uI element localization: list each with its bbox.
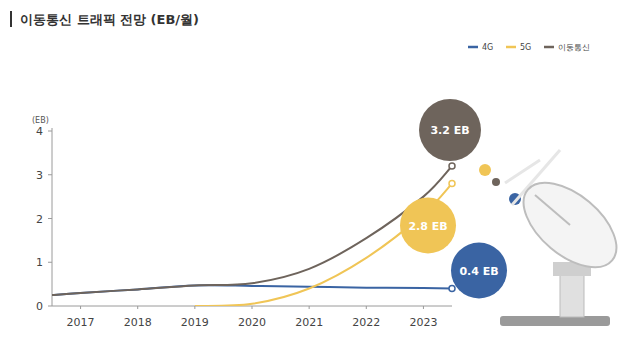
y-axis [52,128,53,306]
x-tick [423,306,424,309]
title: 이동통신 트래픽 전망 (EB/월) [20,12,199,27]
chart: 이동통신 트래픽 전망 (EB/월) (EB) 0 1 2 3 4 2017 2018 2019 2… [0,0,640,350]
legend-swatch [544,46,554,49]
annotation-bubble [451,243,507,299]
y-tick-label: 4 [36,125,43,138]
dish-stand [560,275,584,317]
legend-swatch [506,46,516,49]
legend-swatch [468,46,478,49]
dish-feed [535,195,570,225]
y-tick [48,174,52,175]
y-tick [48,131,52,132]
deco-dot [492,178,500,186]
end-marker [449,163,455,169]
y-tick-label: 1 [36,256,43,269]
annotation-bubble [419,99,481,161]
x-tick [137,306,138,309]
annotation: 2.8 EB [408,220,447,233]
annotation-bubble [400,198,456,254]
end-marker [449,181,455,187]
x-tick-label: 2022 [352,316,380,329]
x-tick-label: 2018 [124,316,152,329]
x-tick-label: 2017 [67,316,95,329]
dish [509,167,632,284]
x-tick-label: 2019 [181,316,209,329]
x-tick [80,306,81,309]
annotation: 0.4 EB [459,265,498,278]
y-label: (EB) [32,116,49,125]
y-tick [48,306,52,307]
x-tick-label: 2021 [295,316,323,329]
x-tick [194,306,195,309]
x-tick-label: 2023 [409,316,437,329]
annotation: 3.2 EB [430,124,469,137]
x-tick-label: 2020 [238,316,266,329]
y-tick [48,262,52,263]
decoration [479,150,631,326]
x-tick [309,306,310,309]
deco-dot [479,164,491,176]
y-tick-label: 3 [36,169,43,182]
end-marker [449,286,455,292]
legend-label: 4G [482,43,493,52]
x-tick [252,306,253,309]
y-tick [48,218,52,219]
y-tick-label: 2 [36,213,43,226]
title-bar [10,11,12,27]
legend-label: 5G [520,43,531,52]
y-tick-label: 0 [36,300,43,313]
x-tick [366,306,367,309]
legend-label: 이동통신 [558,43,590,52]
series-line [52,166,452,295]
dish-base [500,316,610,326]
plot-area [52,166,452,306]
